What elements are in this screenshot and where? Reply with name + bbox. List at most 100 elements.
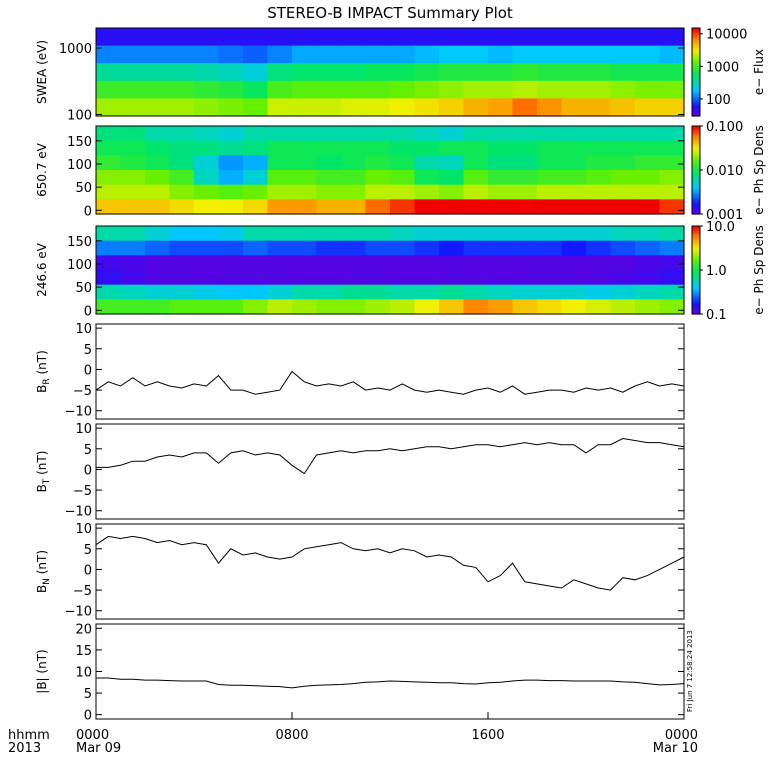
spectrogram-cell (169, 126, 195, 142)
spectrogram-cell (463, 255, 489, 271)
spectrogram-cell (537, 126, 563, 142)
colorbar-swatch (692, 148, 700, 151)
spectrogram-cell (316, 140, 342, 156)
spectrogram-cell (635, 270, 661, 286)
colorbar-swatch (692, 181, 700, 184)
colorbar-swatch (692, 30, 700, 33)
colorbar-swatch (692, 298, 700, 302)
colorbar-swatch (692, 198, 700, 202)
spectrogram-cell (316, 63, 342, 82)
spectrogram-cell (243, 28, 269, 47)
x-tick-label: 0000 (665, 728, 698, 743)
spectrogram-cell (488, 270, 514, 286)
y-tick-label: 100 (67, 258, 92, 273)
spectrogram-cell (610, 240, 636, 256)
spectrogram-cell (659, 28, 685, 47)
colorbar-swatch (692, 145, 700, 149)
colorbar-swatch (692, 80, 700, 84)
spectrogram-cell (341, 299, 367, 315)
spectrogram-cell (218, 45, 244, 64)
spectrogram-cell (439, 63, 465, 82)
spectrogram-cell (512, 284, 538, 300)
colorbar-swatch (692, 65, 700, 69)
spectrogram-cell (365, 155, 391, 171)
spectrogram-cell (194, 270, 220, 286)
spectrogram-cell (292, 199, 318, 215)
spectrogram-cell (243, 155, 269, 171)
colorbar-swatch (692, 196, 700, 200)
spectrogram-cell (120, 170, 146, 186)
spectrogram-cell (439, 126, 465, 142)
colorbar-swatch (692, 58, 700, 62)
spectrogram-cell (169, 240, 195, 256)
spectrogram-cell (292, 284, 318, 300)
spectrogram-cell (341, 184, 367, 200)
spectrogram-cell (243, 80, 269, 99)
spectrogram-cell (635, 45, 661, 64)
spectrogram-cell (267, 284, 293, 300)
spectrogram-cell (512, 155, 538, 171)
colorbar-swatch (692, 83, 700, 86)
colorbar-tick-label: 100 (706, 93, 731, 108)
colorbar-swatch (692, 72, 700, 75)
spectrogram-cell (537, 45, 563, 64)
colorbar-swatch (692, 76, 700, 80)
spectrogram-cell (463, 226, 489, 242)
spectrogram-cell (439, 28, 465, 47)
spectrogram-cell (316, 284, 342, 300)
panel-frame (95, 27, 685, 117)
spectrogram-cell (586, 126, 612, 142)
spectrogram-cell (610, 270, 636, 286)
spectrogram-cell (341, 226, 367, 242)
colorbar-swatch (692, 47, 700, 51)
spectrogram-cell (488, 284, 514, 300)
colorbar-swatch (692, 96, 700, 99)
spectrogram-cell (586, 140, 612, 156)
colorbar-swatch (692, 265, 700, 269)
colorbar-swatch (692, 192, 700, 195)
colorbar-swatch (692, 281, 700, 284)
spectrogram-cell (267, 28, 293, 47)
colorbar-swatch (692, 250, 700, 253)
spectrogram-cell (194, 170, 220, 186)
spectrogram-cell (512, 140, 538, 156)
spectrogram-cell (341, 170, 367, 186)
panel-frame (95, 323, 685, 420)
spectrogram-cell (537, 299, 563, 315)
y-tick-label: 10 (75, 522, 92, 537)
spectrogram-cell (390, 226, 416, 242)
spectrogram-cell (194, 184, 220, 200)
colorbar-swatch (692, 183, 700, 186)
colorbar-swatch (692, 152, 700, 156)
y-tick-label: 50 (75, 181, 92, 196)
colorbar-swatch (692, 294, 700, 297)
colorbar-swatch (692, 161, 700, 164)
spectrogram-cell (96, 155, 122, 171)
spectrogram-cell (561, 126, 587, 142)
spectrogram-cell (120, 226, 146, 242)
spectrogram-cell (537, 63, 563, 82)
y-tick-label: 5 (84, 343, 92, 358)
spectrogram-cell (659, 226, 685, 242)
spectrogram-cell (194, 284, 220, 300)
x-tick-date-label: Mar 10 (653, 741, 698, 756)
spectrogram-cell (218, 299, 244, 315)
spectrogram-cell (414, 199, 440, 215)
spectrogram-cell (341, 140, 367, 156)
spectrogram-cell (463, 284, 489, 300)
spectrogram-cell (365, 199, 391, 215)
y-tick-label: 0 (84, 709, 92, 724)
spectrogram-cell (439, 284, 465, 300)
magnetic-field-panels: −10 −5 0 5 10 BR (nT) −10 −5 0 5 10 BT (nT) −10 −5 0 5 1… (35, 322, 685, 724)
spectrogram-cell (488, 226, 514, 242)
spectrogram-cell (635, 226, 661, 242)
spectrogram-cell (610, 126, 636, 142)
spectrogram-cell (635, 63, 661, 82)
panel-frame (95, 523, 685, 620)
y-tick-label: −10 (65, 405, 92, 420)
spectrogram-cell (145, 80, 171, 99)
spectrogram-cell (96, 98, 122, 117)
spectrogram-cell (414, 270, 440, 286)
spectrogram-cell (316, 240, 342, 256)
